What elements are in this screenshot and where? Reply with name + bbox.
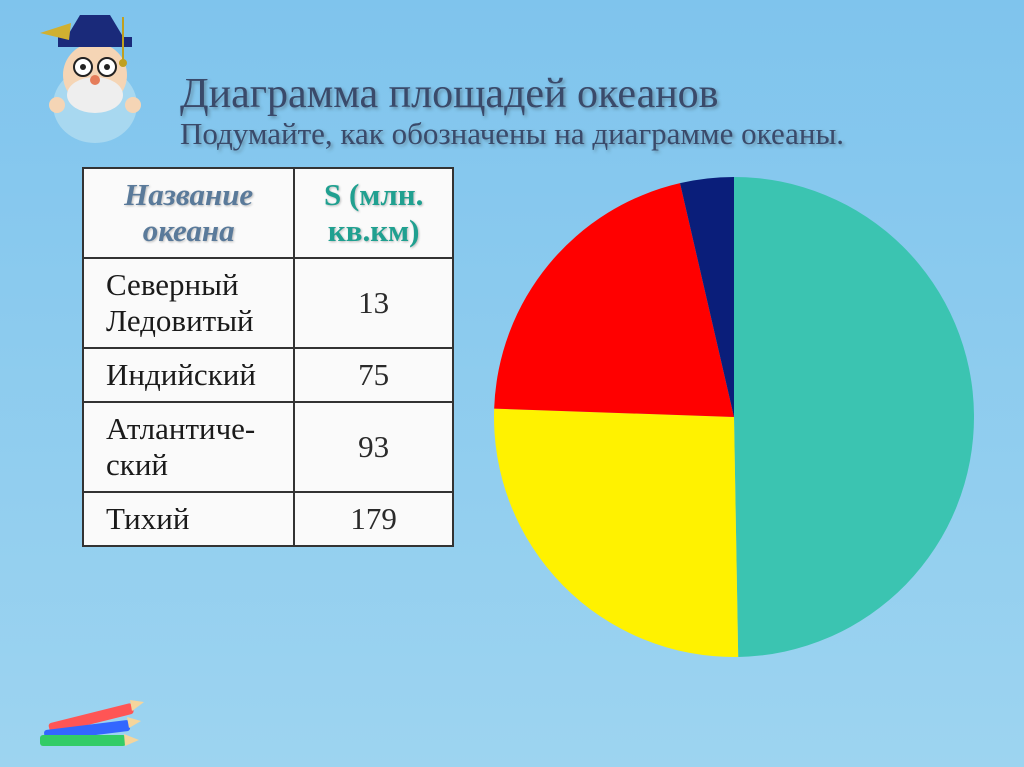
pencils-illustration <box>30 669 150 759</box>
table-cell-name: Атлантиче-ский <box>83 402 294 492</box>
table-row: СеверныйЛедовитый13 <box>83 258 453 348</box>
table-cell-value: 13 <box>294 258 453 348</box>
professor-illustration <box>25 5 165 155</box>
pie-slice <box>734 177 974 657</box>
table-cell-name: Тихий <box>83 492 294 546</box>
table-row: Атлантиче-ский93 <box>83 402 453 492</box>
ocean-area-table: Название океана S (млн. кв.км) СеверныйЛ… <box>82 167 454 547</box>
table-cell-value: 93 <box>294 402 453 492</box>
table-row: Индийский75 <box>83 348 453 402</box>
table-header-value: S (млн. кв.км) <box>294 168 453 258</box>
table-cell-value: 75 <box>294 348 453 402</box>
pie-chart <box>484 167 984 667</box>
table-row: Тихий179 <box>83 492 453 546</box>
page-subtitle: Подумайте, как обозначены на диаграмме о… <box>180 116 984 152</box>
table-cell-name: СеверныйЛедовитый <box>83 258 294 348</box>
pie-chart-container <box>484 167 984 667</box>
page-title: Диаграмма площадей океанов <box>180 70 984 118</box>
table-header-name: Название океана <box>83 168 294 258</box>
pie-slice <box>494 409 738 657</box>
table-cell-value: 179 <box>294 492 453 546</box>
table-cell-name: Индийский <box>83 348 294 402</box>
